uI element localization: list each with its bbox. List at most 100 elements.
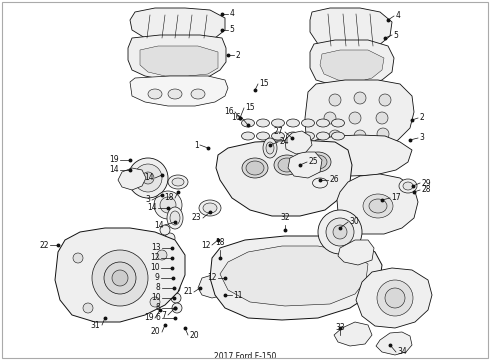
Text: 16: 16	[224, 108, 234, 117]
Text: 29: 29	[421, 179, 431, 188]
Ellipse shape	[309, 155, 327, 169]
Circle shape	[333, 225, 347, 239]
Polygon shape	[210, 236, 382, 320]
Circle shape	[112, 270, 128, 286]
Polygon shape	[118, 168, 146, 190]
Ellipse shape	[148, 89, 162, 99]
Polygon shape	[198, 275, 230, 298]
Text: 3: 3	[419, 134, 424, 143]
Text: 20: 20	[151, 328, 161, 337]
Polygon shape	[128, 35, 226, 80]
Text: 34: 34	[397, 347, 407, 356]
Text: 17: 17	[392, 194, 401, 202]
Polygon shape	[164, 268, 183, 284]
Circle shape	[329, 130, 341, 142]
Ellipse shape	[191, 89, 205, 99]
Ellipse shape	[403, 182, 413, 190]
Polygon shape	[220, 246, 368, 306]
Circle shape	[104, 262, 136, 294]
Circle shape	[349, 112, 361, 124]
Text: 12: 12	[201, 240, 211, 249]
Text: 14: 14	[154, 220, 164, 230]
Polygon shape	[320, 50, 384, 82]
Polygon shape	[376, 332, 412, 355]
Ellipse shape	[271, 132, 285, 140]
Ellipse shape	[363, 194, 393, 218]
Text: 14: 14	[144, 174, 153, 183]
Circle shape	[128, 158, 168, 198]
Ellipse shape	[168, 175, 188, 189]
Text: 1: 1	[194, 140, 198, 149]
Circle shape	[354, 130, 366, 142]
Text: 19: 19	[144, 314, 153, 323]
Circle shape	[170, 273, 180, 283]
Text: 12: 12	[207, 274, 217, 283]
Ellipse shape	[172, 178, 184, 186]
Text: 23: 23	[192, 213, 201, 222]
Text: 11: 11	[234, 291, 243, 300]
Text: 10: 10	[150, 264, 160, 273]
Circle shape	[83, 303, 93, 313]
Text: 16: 16	[231, 113, 241, 122]
Text: 2: 2	[236, 50, 240, 59]
Text: 10: 10	[151, 293, 161, 302]
Circle shape	[376, 112, 388, 124]
Polygon shape	[338, 240, 374, 265]
Circle shape	[326, 218, 354, 246]
Ellipse shape	[301, 119, 315, 127]
Polygon shape	[288, 152, 322, 178]
Polygon shape	[310, 40, 394, 86]
Circle shape	[142, 172, 154, 184]
Circle shape	[154, 191, 182, 219]
Polygon shape	[130, 76, 228, 106]
Ellipse shape	[305, 152, 331, 172]
Text: 30: 30	[349, 217, 359, 226]
Ellipse shape	[399, 179, 417, 193]
Circle shape	[134, 164, 162, 192]
Text: 32: 32	[280, 213, 290, 222]
Text: 26: 26	[329, 175, 339, 184]
Ellipse shape	[369, 199, 387, 213]
Text: 14: 14	[109, 166, 119, 175]
Circle shape	[377, 280, 413, 316]
Text: 12: 12	[150, 253, 160, 262]
Circle shape	[377, 128, 389, 140]
Polygon shape	[162, 252, 180, 270]
Polygon shape	[130, 8, 225, 42]
Text: 31: 31	[91, 320, 100, 329]
Circle shape	[150, 297, 160, 307]
Circle shape	[329, 94, 341, 106]
Text: 15: 15	[245, 104, 255, 112]
Text: 14: 14	[147, 203, 156, 212]
Ellipse shape	[271, 119, 285, 127]
Text: 4: 4	[229, 9, 234, 18]
Text: 3: 3	[146, 195, 150, 204]
Text: 25: 25	[309, 158, 318, 166]
Ellipse shape	[170, 211, 180, 225]
Circle shape	[169, 263, 179, 273]
Text: 2: 2	[419, 113, 424, 122]
Polygon shape	[140, 46, 218, 76]
Circle shape	[354, 92, 366, 104]
Text: 2017 Ford F-150
GASKET - CYLINDER HEAD
Diagram for ML3Z-6051-D: 2017 Ford F-150 GASKET - CYLINDER HEAD D…	[195, 352, 295, 360]
Circle shape	[379, 94, 391, 106]
Circle shape	[160, 225, 170, 235]
Text: 13: 13	[151, 243, 161, 252]
Ellipse shape	[266, 142, 274, 154]
Ellipse shape	[278, 158, 296, 172]
Ellipse shape	[256, 119, 270, 127]
Polygon shape	[310, 8, 392, 50]
Ellipse shape	[246, 161, 264, 175]
Text: 8: 8	[156, 284, 161, 292]
Text: 8: 8	[156, 303, 161, 312]
Text: 24: 24	[279, 138, 289, 147]
Text: 28: 28	[421, 185, 431, 194]
Ellipse shape	[332, 132, 344, 140]
Circle shape	[318, 210, 362, 254]
Text: 18: 18	[164, 194, 173, 202]
Ellipse shape	[203, 203, 217, 213]
Text: 9: 9	[155, 274, 160, 283]
Ellipse shape	[313, 178, 327, 188]
Text: 15: 15	[260, 80, 269, 89]
Circle shape	[169, 253, 179, 263]
